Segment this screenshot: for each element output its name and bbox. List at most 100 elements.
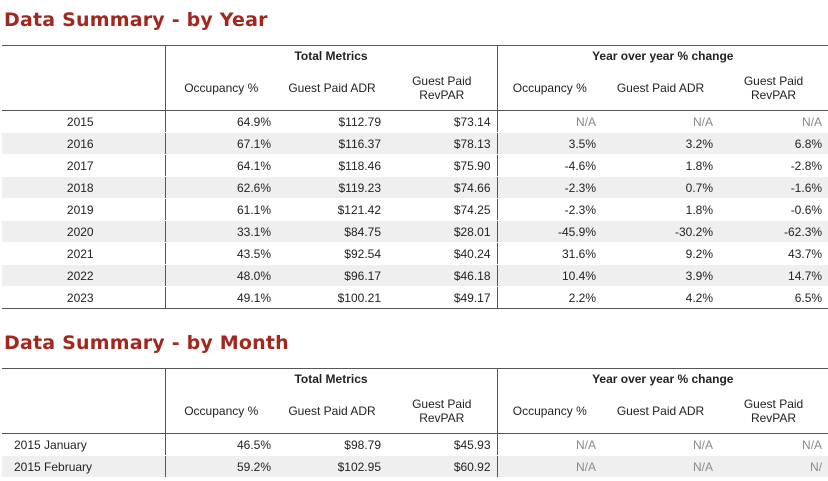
cell-adr-chg: 1.8% xyxy=(602,154,720,177)
cell-occ-chg: -4.6% xyxy=(497,154,603,177)
cell-occ-chg: 31.6% xyxy=(497,242,603,265)
cell-adr: $100.21 xyxy=(277,286,387,309)
cell-occ-chg: 10.4% xyxy=(497,264,603,287)
cell-adr-chg: 4.2% xyxy=(602,286,720,309)
row-label: 2023 xyxy=(2,286,166,309)
cell-revpar: $28.01 xyxy=(387,220,498,243)
month-section-title: Data Summary - by Month xyxy=(4,332,289,354)
corner-cell xyxy=(2,45,166,66)
column-header: Guest Paid ADR xyxy=(277,66,387,111)
column-header: Guest Paid RevPAR xyxy=(719,389,828,434)
cell-occ: 43.5% xyxy=(165,242,277,265)
cell-occ: 46.5% xyxy=(165,433,277,456)
table-row: 2020 33.1% $84.75 $28.01 -45.9% -30.2% -62.3% xyxy=(2,220,828,243)
cell-adr: $98.79 xyxy=(277,433,387,456)
group-header-row: Total Metrics Year over year % change xyxy=(2,45,828,66)
row-label: 2015 February xyxy=(2,455,166,478)
cell-revpar: $73.14 xyxy=(387,110,498,133)
column-header: Guest Paid RevPAR xyxy=(387,389,498,434)
table-row: 2023 49.1% $100.21 $49.17 2.2% 4.2% 6.5% xyxy=(2,286,828,309)
column-header: Occupancy % xyxy=(497,66,603,111)
row-label: 2021 xyxy=(2,242,166,265)
cell-occ: 33.1% xyxy=(165,220,277,243)
cell-revpar: $78.13 xyxy=(387,132,498,155)
cell-revpar: $74.25 xyxy=(387,198,498,221)
cell-occ: 49.1% xyxy=(165,286,277,309)
table-row: 2019 61.1% $121.42 $74.25 -2.3% 1.8% -0.6% xyxy=(2,198,828,221)
table-row: 2018 62.6% $119.23 $74.66 -2.3% 0.7% -1.6% xyxy=(2,176,828,199)
year-section-title: Data Summary - by Year xyxy=(4,9,268,31)
cell-adr: $118.46 xyxy=(277,154,387,177)
cell-occ: 64.1% xyxy=(165,154,277,177)
row-label: 2020 xyxy=(2,220,166,243)
cell-adr: $121.42 xyxy=(277,198,387,221)
row-label: 2016 xyxy=(2,132,166,155)
cell-revpar-chg: N/A xyxy=(719,433,828,456)
cell-occ: 64.9% xyxy=(165,110,277,133)
column-header: Occupancy % xyxy=(165,66,277,111)
cell-revpar-chg: -2.8% xyxy=(719,154,828,177)
row-label: 2017 xyxy=(2,154,166,177)
row-label: 2018 xyxy=(2,176,166,199)
cell-adr-chg: 9.2% xyxy=(602,242,720,265)
cell-adr-chg: N/A xyxy=(602,455,720,478)
cell-occ-chg: 3.5% xyxy=(497,132,603,155)
group-header-row: Total Metrics Year over year % change xyxy=(2,368,828,389)
column-header: Guest Paid ADR xyxy=(277,389,387,434)
cell-occ: 59.2% xyxy=(165,455,277,478)
cell-occ: 67.1% xyxy=(165,132,277,155)
cell-occ: 48.0% xyxy=(165,264,277,287)
table-row: 2016 67.1% $116.37 $78.13 3.5% 3.2% 6.8% xyxy=(2,132,828,155)
column-header: Guest Paid RevPAR xyxy=(387,66,498,111)
column-header: Occupancy % xyxy=(165,389,277,434)
year-table-body: 2015 64.9% $112.79 $73.14 N/A N/A N/A 2016 67.1%… xyxy=(2,110,828,309)
cell-revpar: $49.17 xyxy=(387,286,498,309)
row-label: 2015 xyxy=(2,110,166,133)
cell-revpar-chg: N/ xyxy=(719,455,828,478)
cell-adr: $84.75 xyxy=(277,220,387,243)
cell-adr-chg: 1.8% xyxy=(602,198,720,221)
cell-occ: 61.1% xyxy=(165,198,277,221)
table-row: 2017 64.1% $118.46 $75.90 -4.6% 1.8% -2.8% xyxy=(2,154,828,177)
cell-adr-chg: N/A xyxy=(602,110,720,133)
cell-revpar: $60.92 xyxy=(387,455,498,478)
label-column-header xyxy=(2,66,166,111)
cell-adr-chg: N/A xyxy=(602,433,720,456)
cell-revpar-chg: -62.3% xyxy=(719,220,828,243)
cell-adr-chg: 3.9% xyxy=(602,264,720,287)
cell-revpar-chg: -1.6% xyxy=(719,176,828,199)
month-table-body: 2015 January 46.5% $98.79 $45.93 N/A N/A N/A 20… xyxy=(2,433,828,478)
row-label: 2022 xyxy=(2,264,166,287)
month-summary-table: Total Metrics Year over year % change Oc… xyxy=(2,368,828,478)
cell-occ-chg: N/A xyxy=(497,110,603,133)
cell-adr: $116.37 xyxy=(277,132,387,155)
column-header-row: Occupancy % Guest Paid ADR Guest Paid Re… xyxy=(2,66,828,111)
cell-revpar: $40.24 xyxy=(387,242,498,265)
table-row: 2021 43.5% $92.54 $40.24 31.6% 9.2% 43.7% xyxy=(2,242,828,265)
column-header-row: Occupancy % Guest Paid ADR Guest Paid Re… xyxy=(2,389,828,434)
cell-revpar-chg: -0.6% xyxy=(719,198,828,221)
cell-occ-chg: -2.3% xyxy=(497,176,603,199)
table-row: 2015 64.9% $112.79 $73.14 N/A N/A N/A xyxy=(2,110,828,133)
corner-cell xyxy=(2,368,166,389)
cell-adr-chg: 0.7% xyxy=(602,176,720,199)
cell-adr: $102.95 xyxy=(277,455,387,478)
cell-revpar-chg: 6.5% xyxy=(719,286,828,309)
cell-occ-chg: N/A xyxy=(497,455,603,478)
cell-revpar-chg: 14.7% xyxy=(719,264,828,287)
cell-revpar: $45.93 xyxy=(387,433,498,456)
row-label: 2015 January xyxy=(2,433,166,456)
year-summary-table: Total Metrics Year over year % change Oc… xyxy=(2,45,828,309)
cell-occ-chg: -45.9% xyxy=(497,220,603,243)
row-label: 2019 xyxy=(2,198,166,221)
total-metrics-header: Total Metrics xyxy=(165,368,498,389)
cell-revpar: $74.66 xyxy=(387,176,498,199)
column-header: Occupancy % xyxy=(497,389,603,434)
cell-adr: $112.79 xyxy=(277,110,387,133)
table-row: 2015 January 46.5% $98.79 $45.93 N/A N/A N/A xyxy=(2,433,828,456)
column-header: Guest Paid RevPAR xyxy=(719,66,828,111)
cell-revpar-chg: N/A xyxy=(719,110,828,133)
cell-occ-chg: 2.2% xyxy=(497,286,603,309)
cell-adr-chg: -30.2% xyxy=(602,220,720,243)
yoy-change-header: Year over year % change xyxy=(497,368,828,389)
